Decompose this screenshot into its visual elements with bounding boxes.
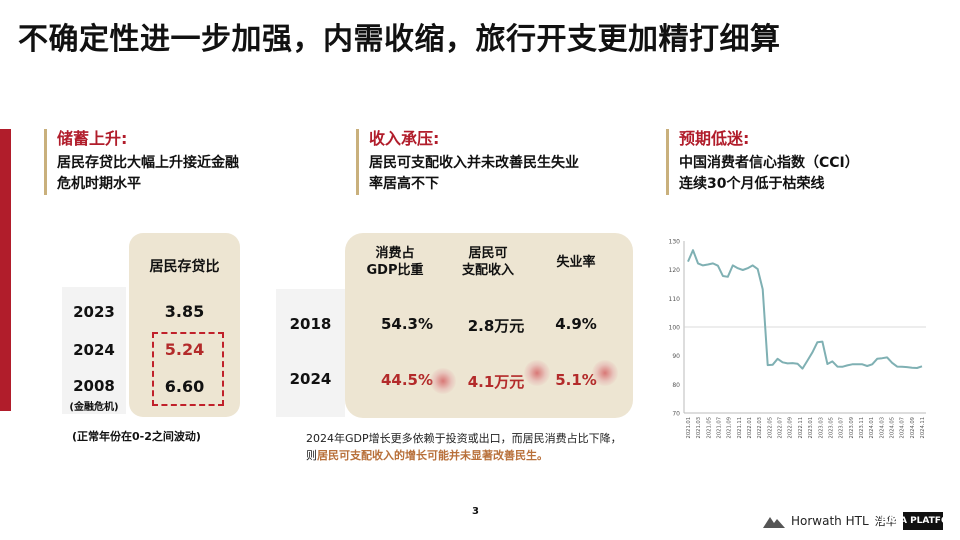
horwath-mountain-icon: [763, 517, 785, 528]
income-desc-line: 率居高不下: [369, 176, 439, 192]
income-desc: 居民可支配收入并未改善民生失业 率居高不下: [369, 153, 639, 195]
savings-value: 5.24: [164, 340, 205, 359]
x-tick-label: 2022.07: [778, 417, 784, 438]
x-tick-label: 2024.05: [889, 417, 895, 438]
logo-cn-text: 浩华: [874, 515, 897, 528]
income-header: 收入承压: 居民可支配收入并未改善民生失业 率居高不下: [356, 129, 639, 195]
income-year: 2018: [289, 315, 332, 333]
income-column-header: 居民可 支配收入: [456, 245, 520, 279]
down-arrow-mark: [430, 368, 456, 394]
income-desc-line: 居民可支配收入并未改善民生失业: [369, 155, 579, 171]
x-tick-label: 2024.07: [900, 417, 906, 438]
savings-year: 2008: [73, 377, 115, 395]
income-table-band: [345, 233, 633, 418]
x-tick-label: 2023.03: [818, 417, 824, 438]
income-column-header: 消费占 GDP比重: [363, 245, 427, 279]
logo-text: Horwath HTL: [791, 514, 869, 528]
x-tick-label: 2021.05: [706, 417, 712, 438]
x-tick-label: 2022.09: [788, 417, 794, 438]
savings-year: 2023: [73, 303, 115, 321]
x-tick-label: 2021.03: [696, 417, 702, 438]
x-tick-label: 2024.11: [920, 417, 926, 438]
x-tick-label: 2023.05: [828, 417, 834, 438]
savings-year-sub: (金融危机): [69, 402, 119, 413]
income-value: 4.1万元: [467, 373, 525, 391]
income-year: 2024: [289, 370, 332, 388]
income-value: 44.5%: [380, 371, 434, 389]
x-tick-label: 2023.07: [839, 417, 845, 438]
highlight-box: [152, 332, 224, 406]
x-tick-label: 2024.03: [879, 417, 885, 438]
income-note-text: 2024年GDP增长更多依赖于投资或出口，而居民消费占比下降，则: [306, 432, 622, 462]
savings-title: 储蓄上升:: [57, 129, 128, 148]
expectation-desc-line: 连续30个月低于枯荣线: [679, 176, 825, 192]
up-arrow-mark: [524, 360, 550, 386]
y-tick-label: 100: [669, 325, 681, 332]
x-tick-label: 2023.09: [849, 417, 855, 438]
header-line: 居民可: [468, 246, 508, 261]
x-tick-label: 2021.01: [686, 417, 692, 438]
x-tick-label: 2024.09: [910, 417, 916, 438]
y-tick-label: 130: [669, 239, 681, 246]
header-line: 消费占: [375, 246, 415, 261]
x-tick-label: 2021.11: [737, 417, 743, 438]
header-line: 失业率: [556, 255, 596, 270]
income-value: 2.8万元: [467, 317, 525, 335]
x-tick-label: 2022.01: [747, 417, 753, 438]
savings-header: 储蓄上升: 居民存贷比大幅上升接近金融 危机时期水平: [44, 129, 307, 195]
income-value: 5.1%: [555, 371, 597, 389]
income-value: 54.3%: [380, 315, 434, 333]
x-tick-label: 2022.05: [767, 417, 773, 438]
y-tick-label: 70: [672, 411, 680, 418]
income-note: 2024年GDP增长更多依赖于投资或出口，而居民消费占比下降，则居民可支配收入的…: [306, 430, 624, 464]
income-title: 收入承压:: [369, 129, 440, 148]
x-tick-label: 2021.07: [717, 417, 723, 438]
expectation-header: 预期低迷: 中国消费者信心指数（CCI） 连续30个月低于枯荣线: [666, 129, 949, 195]
savings-column-header: 居民存贷比: [149, 259, 220, 275]
page-title: 不确定性进一步加强，内需收缩，旅行开支更加精打细算: [18, 22, 781, 57]
cci-line-chart: 70 80 90 100 110 120 130 2021.01 2021.03 2021.05 2…: [669, 239, 926, 438]
accent-bar: [0, 129, 11, 411]
footer-logo: Horwath HTL 浩华 DATA PLATFORM: [763, 512, 960, 530]
savings-desc: 居民存贷比大幅上升接近金融 危机时期水平: [57, 153, 307, 195]
data-platform-logo: DATA PLATFORM: [881, 512, 960, 530]
y-tick-label: 120: [669, 267, 681, 274]
expectation-title: 预期低迷:: [679, 129, 750, 148]
x-tick-label: 2021.09: [727, 417, 733, 438]
y-tick-label: 110: [669, 296, 681, 303]
savings-value: 6.60: [164, 377, 205, 396]
header-line: 支配收入: [461, 263, 514, 278]
income-year-column: [276, 289, 345, 417]
savings-table-band: [129, 233, 240, 417]
header-line: GDP比重: [366, 263, 424, 278]
savings-year: 2024: [73, 341, 115, 359]
cci-series-line: [687, 249, 923, 370]
savings-note: (正常年份在0-2之间波动): [72, 430, 201, 443]
x-tick-label: 2023.11: [859, 417, 865, 438]
expectation-desc-line: 中国消费者信心指数（CCI）: [679, 155, 859, 171]
savings-year-column: [62, 287, 126, 414]
income-value: 4.9%: [555, 315, 597, 333]
y-tick-label: 80: [672, 382, 680, 389]
y-tick-label: 90: [672, 353, 680, 360]
expectation-desc: 中国消费者信心指数（CCI） 连续30个月低于枯荣线: [679, 153, 949, 195]
savings-desc-line: 危机时期水平: [57, 176, 141, 192]
x-tick-label: 2022.11: [798, 417, 804, 438]
x-tick-label: 2022.03: [757, 417, 763, 438]
income-column-header: 失业率: [546, 254, 606, 271]
income-note-highlight: 居民可支配收入的增长可能并未显著改善民生。: [317, 449, 548, 462]
page-number: 3: [472, 506, 479, 517]
x-tick-label: 2023.01: [808, 417, 814, 438]
savings-value: 3.85: [164, 302, 205, 321]
up-arrow-mark: [592, 360, 618, 386]
x-tick-label: 2024.01: [869, 417, 875, 438]
savings-desc-line: 居民存贷比大幅上升接近金融: [57, 155, 239, 171]
